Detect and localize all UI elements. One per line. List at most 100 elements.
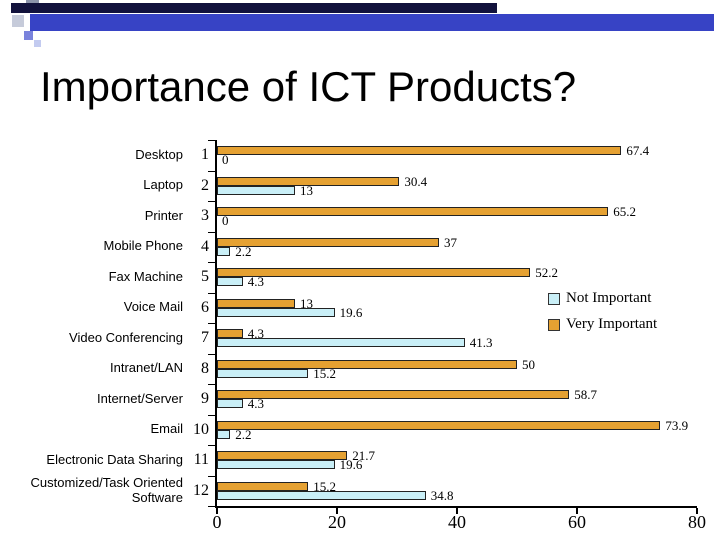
- bar-not-important: [217, 246, 231, 256]
- chart-category-row: 21.7 19.6: [217, 445, 697, 476]
- category-label: Intranet/LAN: [110, 360, 183, 376]
- category-label: Video Conferencing: [69, 329, 183, 345]
- plot-area: 67.4 0 30.4 13 65.2 0 37 2.2 52.2 4.3 13 19.6 4.3 41.…: [215, 140, 697, 508]
- bar-not-important: [217, 490, 426, 500]
- deco-dark-bar: [11, 3, 497, 13]
- bar-not-important: [217, 368, 309, 378]
- y-axis-tick: [208, 353, 215, 355]
- legend-label: Very Important: [566, 316, 658, 332]
- category-label: Customized/Task Oriented Software: [30, 474, 183, 505]
- chart-category-row: 4.3 41.3: [217, 323, 697, 354]
- legend-item: Very Important: [548, 316, 657, 333]
- value-label-very-important: 37: [444, 234, 457, 250]
- legend-label: Not Important: [566, 290, 652, 306]
- value-label-very-important: 13: [300, 295, 313, 311]
- value-label-not-important: 19.6: [339, 457, 363, 472]
- bar-very-important: [217, 451, 348, 460]
- chart-category-row: 65.2 0: [217, 201, 697, 232]
- category-label: Electronic Data Sharing: [46, 451, 183, 467]
- chart-category-row: 13 19.6: [217, 293, 697, 324]
- bar-not-important: [217, 338, 465, 347]
- category-axis-number: 10: [193, 420, 209, 438]
- y-axis-tick: [208, 231, 215, 233]
- legend-swatch-not-important: [548, 292, 560, 305]
- bar-very-important: [217, 420, 661, 430]
- y-axis-tick: [208, 445, 215, 446]
- legend-swatch-very-important: [548, 318, 560, 331]
- y-axis-tick: [208, 414, 215, 416]
- category-axis-number: 6: [201, 298, 209, 316]
- category-axis-number: 7: [201, 329, 209, 347]
- value-label-not-important: 0: [222, 213, 229, 228]
- y-axis-tick: [208, 262, 215, 263]
- y-axis-tick: [208, 506, 215, 507]
- y-axis-tick: [208, 170, 215, 172]
- y-axis-tick: [208, 384, 215, 385]
- bar-very-important: [217, 146, 622, 155]
- x-axis-tick-label: 20: [328, 512, 346, 532]
- value-label-very-important: 52.2: [535, 265, 558, 280]
- value-label-very-important: 30.4: [404, 173, 428, 189]
- value-label-very-important: 65.2: [613, 204, 636, 219]
- chart-category-row: 52.2 4.3: [217, 262, 697, 293]
- value-label-not-important: 4.3: [247, 274, 265, 289]
- chart-category-row: 58.7 4.3: [217, 384, 697, 415]
- deco-blue-bar: [30, 14, 714, 31]
- category-label: Fax Machine: [108, 268, 183, 284]
- chart-category-row: 73.9 2.2: [217, 415, 697, 446]
- category-label: Internet/Server: [97, 390, 183, 406]
- bar-very-important: [217, 481, 309, 491]
- bar-very-important: [217, 390, 570, 399]
- y-axis-tick: [208, 475, 215, 477]
- bar-very-important: [217, 176, 400, 186]
- x-axis-tick-label: 40: [448, 512, 466, 532]
- value-label-not-important: 2.2: [235, 426, 252, 442]
- chart-category-row: 15.2 34.8: [217, 476, 697, 507]
- category-label: Laptop: [143, 177, 183, 193]
- bar-very-important: [217, 359, 517, 369]
- bar-not-important: [217, 399, 243, 408]
- chart-category-row: 67.4 0: [217, 140, 697, 171]
- x-axis-tick: [576, 508, 578, 514]
- category-axis-number: 11: [193, 451, 209, 469]
- category-label: Voice Mail: [123, 299, 183, 315]
- bar-not-important: [217, 185, 295, 195]
- category-label: Printer: [144, 207, 183, 223]
- category-axis-number: 9: [201, 390, 209, 408]
- chart-category-row: 37 2.2: [217, 232, 697, 263]
- bar-not-important: [217, 277, 243, 286]
- category-axis-number: 4: [201, 237, 209, 255]
- value-label-very-important: 73.9: [665, 417, 689, 433]
- x-axis-tick: [336, 508, 338, 514]
- chart-category-row: 30.4 13: [217, 171, 697, 202]
- value-label-very-important: 58.7: [574, 387, 597, 402]
- value-label-not-important: 2.2: [235, 243, 252, 259]
- bar-very-important: [217, 329, 243, 338]
- x-axis-tick: [456, 508, 458, 514]
- bar-very-important: [217, 298, 295, 308]
- chart-category-row: 50 15.2: [217, 354, 697, 385]
- value-label-not-important: 4.3: [247, 396, 265, 411]
- x-axis-tick-label: 0: [212, 512, 222, 532]
- value-label-very-important: 4.3: [247, 326, 265, 341]
- bar-very-important: [217, 268, 531, 277]
- page-title: Importance of ICT Products?: [40, 63, 577, 110]
- value-label-not-important: 41.3: [469, 335, 493, 350]
- deco-tiny-pale-square: [34, 40, 41, 47]
- category-label: Mobile Phone: [103, 238, 184, 254]
- category-axis-number: 3: [201, 207, 209, 225]
- category-axis-number: 5: [201, 268, 209, 286]
- value-label-very-important: 50: [522, 356, 535, 372]
- bar-not-important: [217, 460, 335, 469]
- value-label-very-important: 67.4: [626, 143, 650, 158]
- x-axis-tick-label: 60: [568, 512, 586, 532]
- value-label-not-important: 15.2: [313, 365, 336, 381]
- bar-very-important: [217, 237, 439, 247]
- x-axis-tick: [696, 508, 698, 514]
- value-label-not-important: 0: [222, 152, 229, 167]
- category-axis-number: 2: [201, 176, 209, 194]
- category-axis-number: 8: [201, 359, 209, 377]
- bar-not-important: [217, 307, 335, 317]
- y-axis-tick: [208, 292, 215, 294]
